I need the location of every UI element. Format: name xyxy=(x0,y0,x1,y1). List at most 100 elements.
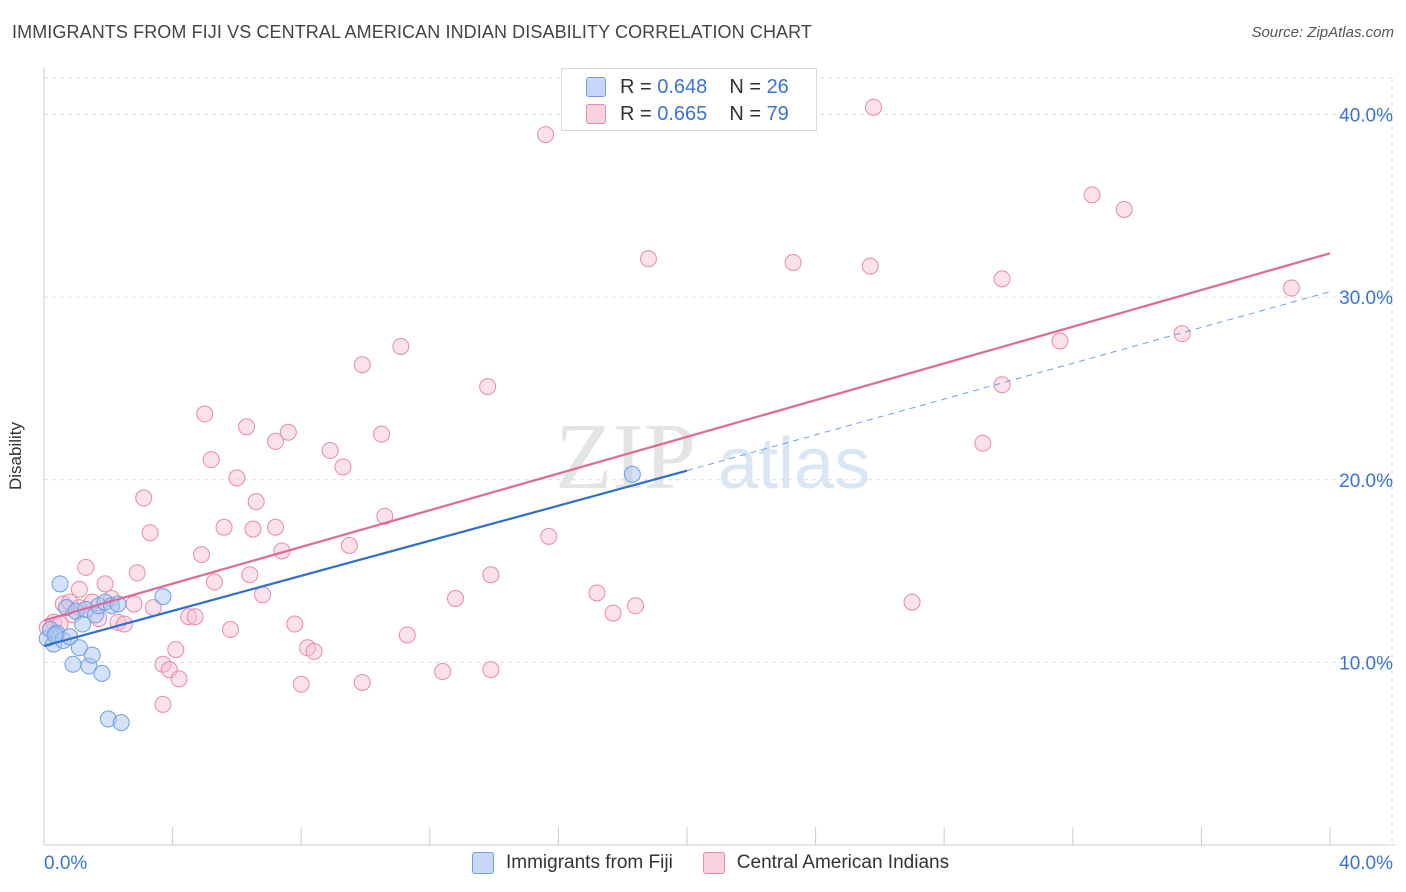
trend-lines xyxy=(43,252,1331,648)
series-swatch-fiji xyxy=(472,852,494,874)
data-point-cai xyxy=(353,356,371,374)
data-point-cai xyxy=(196,405,214,423)
legend-r-label: R = xyxy=(620,75,652,98)
data-point-cai xyxy=(279,423,297,441)
y-tick-label: 10.0% xyxy=(1339,653,1393,674)
data-point-cai xyxy=(373,425,391,443)
watermark: ZIP atlas xyxy=(555,405,870,509)
data-point-fiji xyxy=(623,465,641,483)
data-point-cai xyxy=(238,418,256,436)
trend-line-fiji xyxy=(43,469,688,648)
data-point-fiji xyxy=(70,639,88,657)
data-point-cai xyxy=(588,584,606,602)
legend-r-value-fiji: 0.648 xyxy=(657,75,708,98)
data-point-cai xyxy=(128,564,146,582)
data-point-cai xyxy=(1282,279,1300,297)
series-legend-fiji[interactable]: Immigrants from Fiji xyxy=(472,852,673,874)
data-point-cai xyxy=(125,595,143,613)
chart-title: IMMIGRANTS FROM FIJI VS CENTRAL AMERICAN… xyxy=(12,22,813,42)
data-point-fiji xyxy=(83,646,101,664)
data-point-cai xyxy=(292,675,310,693)
source-label: Source: ZipAtlas.com xyxy=(1251,24,1394,41)
data-point-cai xyxy=(903,593,921,611)
data-point-cai xyxy=(974,434,992,452)
data-point-cai xyxy=(639,250,657,268)
data-point-cai xyxy=(482,566,500,584)
y-tick-label: 20.0% xyxy=(1339,471,1393,492)
series-legend-label-fiji: Immigrants from Fiji xyxy=(506,852,673,873)
legend-n-label: N = xyxy=(729,102,761,125)
legend-r-value-cai: 0.665 xyxy=(657,102,708,125)
data-point-cai xyxy=(392,337,410,355)
data-point-cai xyxy=(353,673,371,691)
data-point-cai xyxy=(784,253,802,271)
data-point-cai xyxy=(205,573,223,591)
data-point-cai xyxy=(1083,186,1101,204)
data-point-cai xyxy=(96,575,114,593)
data-point-cai xyxy=(540,527,558,545)
x-tick-label: 0.0% xyxy=(44,853,87,874)
data-point-cai xyxy=(266,432,284,450)
series-legend: Immigrants from Fiji Central American In… xyxy=(472,852,979,874)
data-point-cai xyxy=(861,257,879,275)
legend-n-value-cai: 79 xyxy=(766,102,789,125)
data-point-cai xyxy=(167,641,185,659)
data-point-cai xyxy=(627,597,645,615)
series-legend-label-cai: Central American Indians xyxy=(736,852,950,873)
data-point-cai xyxy=(305,642,323,660)
data-point-cai xyxy=(321,442,339,460)
data-point-cai xyxy=(202,451,220,469)
data-point-cai xyxy=(141,524,159,542)
correlation-legend: R = 0.648 N = 26 R = 0.665 N = 79 xyxy=(561,68,817,131)
data-point-cai xyxy=(154,695,172,713)
data-point-fiji xyxy=(112,714,130,732)
data-point-cai xyxy=(77,558,95,576)
data-point-fiji xyxy=(93,664,111,682)
legend-n-label: N = xyxy=(729,75,761,98)
data-point-cai xyxy=(228,469,246,487)
data-point-cai xyxy=(1051,332,1069,350)
data-point-cai xyxy=(215,518,233,536)
trend-line-cai xyxy=(43,252,1331,622)
data-point-fiji xyxy=(51,575,69,593)
data-point-cai xyxy=(193,546,211,564)
data-point-cai xyxy=(266,518,284,536)
data-point-cai xyxy=(864,98,882,116)
legend-row-cai: R = 0.665 N = 79 xyxy=(586,102,789,126)
data-point-cai xyxy=(241,566,259,584)
data-point-cai xyxy=(334,458,352,476)
data-point-cai xyxy=(376,507,394,525)
data-point-cai xyxy=(537,126,555,144)
y-tick-label: 30.0% xyxy=(1339,288,1393,309)
data-point-cai xyxy=(247,493,265,511)
data-point-cai xyxy=(479,378,497,396)
series-legend-cai[interactable]: Central American Indians xyxy=(702,852,950,874)
legend-swatch-cai xyxy=(586,104,606,124)
series-immigrants-from-fiji xyxy=(38,465,641,732)
legend-n-value-fiji: 26 xyxy=(766,75,789,98)
data-point-cai xyxy=(180,608,198,626)
data-point-cai xyxy=(244,520,262,538)
y-tick-label: 40.0% xyxy=(1339,106,1393,127)
data-point-cai xyxy=(170,670,188,688)
data-point-cai xyxy=(254,586,272,604)
data-point-cai xyxy=(482,661,500,679)
data-point-cai xyxy=(70,580,88,598)
data-point-cai xyxy=(186,608,204,626)
data-point-cai xyxy=(993,270,1011,288)
data-point-cai xyxy=(286,615,304,633)
x-tick-label: 40.0% xyxy=(1339,853,1393,874)
data-point-cai xyxy=(604,604,622,622)
watermark-atlas: atlas xyxy=(718,424,870,504)
data-point-fiji xyxy=(154,588,172,606)
legend-row-fiji: R = 0.648 N = 26 xyxy=(586,75,789,99)
trend-line-fiji-extension xyxy=(686,291,1331,472)
data-point-cai xyxy=(434,663,452,681)
data-point-cai xyxy=(135,489,153,507)
data-point-cai xyxy=(1173,325,1191,343)
data-point-cai xyxy=(993,376,1011,394)
data-point-cai xyxy=(340,537,358,555)
series-swatch-cai xyxy=(702,852,725,874)
legend-r-label: R = xyxy=(620,102,652,125)
